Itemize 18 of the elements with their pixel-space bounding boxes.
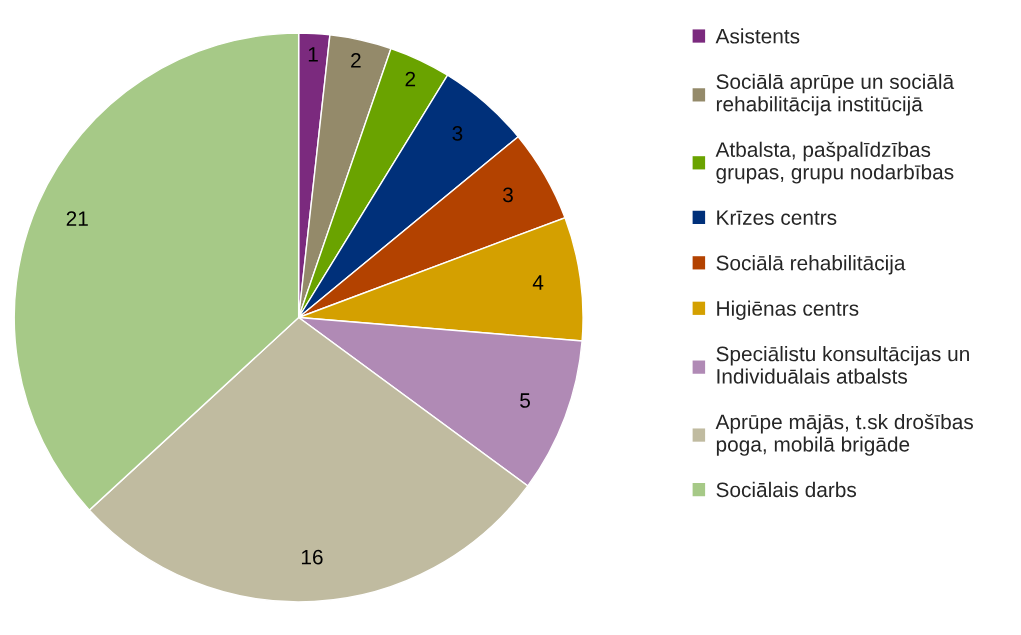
legend-label: Asistents: [715, 28, 800, 44]
legend-label: Speciālistu konsultācijas un Individuālais atbalsts: [716, 346, 969, 384]
data-label: 5: [520, 393, 530, 408]
data-label: 2: [405, 71, 416, 87]
legend-label: Aprūpe mājās, t.sk drošības poga, mobilā brigāde: [715, 413, 973, 456]
legend-label: Krīzes centrs: [717, 210, 837, 225]
legend-label: Sociālā rehabilitācija: [716, 255, 906, 275]
data-label: 16: [301, 549, 323, 565]
data-label: 1: [308, 47, 318, 62]
data-label: 4: [532, 275, 544, 290]
legend-label: Sociālā aprūpe un sociālā rehabilitācija institūcijā: [716, 73, 955, 116]
legend-label: Sociālais darbs: [716, 481, 857, 498]
legend-label: Atbalsta, pašpalīdzības grupas, grupu nodarbības: [715, 141, 954, 184]
legend-label: Higiēnas centrs: [717, 300, 859, 320]
data-label: 21: [66, 211, 88, 226]
data-label: 2: [351, 53, 361, 68]
data-label: 3: [452, 126, 463, 141]
data-label: 3: [503, 187, 513, 203]
